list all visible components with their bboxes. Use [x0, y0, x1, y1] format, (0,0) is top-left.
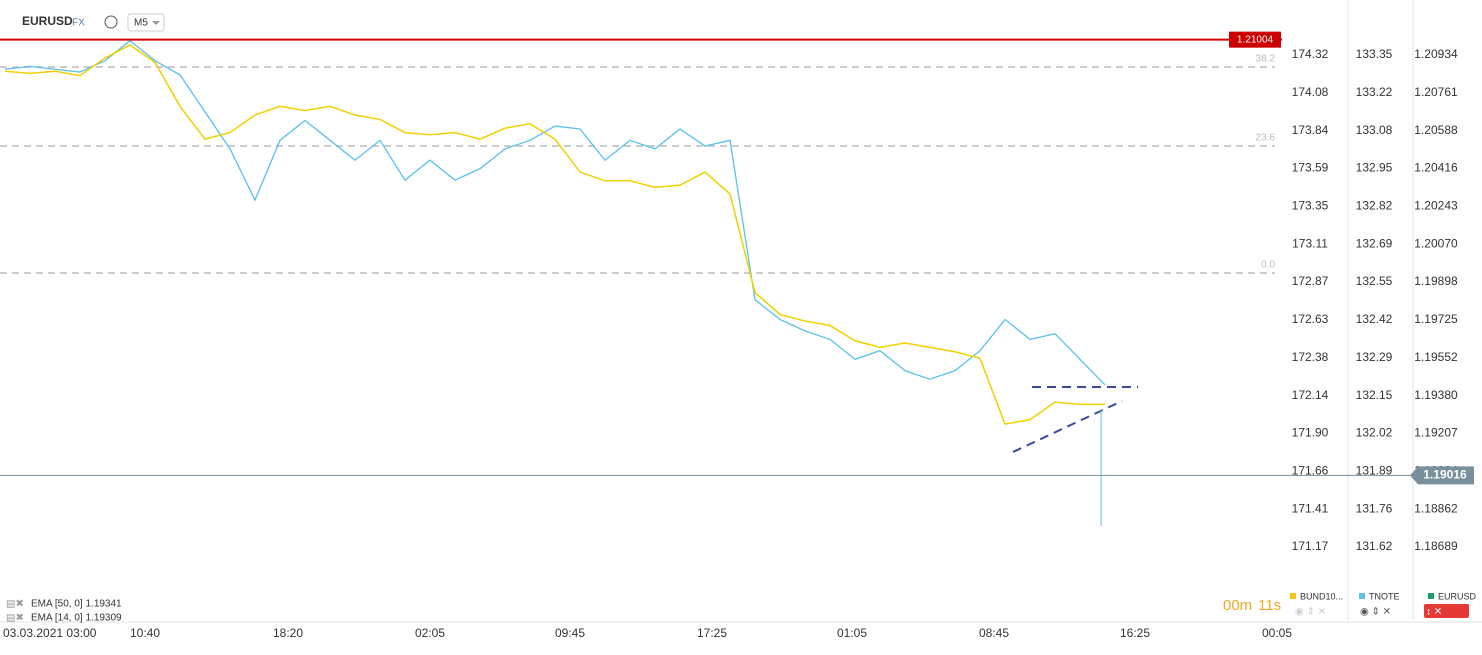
fib-lines [0, 66, 1275, 274]
symbol[interactable]: EURUSD [22, 14, 73, 28]
time-label: 09:45 [555, 626, 585, 640]
price-tick-label: 1.19207 [1414, 426, 1458, 440]
price-tick-label: 133.22 [1356, 85, 1393, 99]
price-tick-label: 1.20243 [1414, 199, 1458, 213]
price-tick-label: 132.82 [1356, 199, 1393, 213]
price-tick-label: 132.95 [1356, 161, 1393, 175]
price-tick-label: 131.76 [1356, 501, 1393, 515]
price-tick-label: 1.20761 [1414, 85, 1458, 99]
indicator: EMA [14, 0] 1.19309 [31, 613, 122, 624]
price-tick-label: 171.66 [1292, 463, 1329, 477]
countdown-seconds: 11s [1258, 597, 1281, 614]
price-tag [1229, 31, 1281, 48]
price-tick-label: 1.20934 [1414, 47, 1458, 61]
price-tick-label: 171.17 [1292, 539, 1329, 553]
price-line [4, 44, 1105, 425]
price-tick-label: 1.19380 [1414, 388, 1458, 402]
price-tick-label: 172.38 [1292, 350, 1329, 364]
indicator-icon[interactable]: ▤✖ [6, 613, 24, 624]
price-tag-label: 1.19016 [1423, 468, 1467, 482]
price-tick-label: 171.90 [1292, 426, 1329, 440]
time-label: 08:45 [979, 626, 1009, 640]
price-tick-label: 133.08 [1356, 123, 1393, 137]
price-tick-label: 132.55 [1356, 274, 1393, 288]
legend-label[interactable]: EURUSD [1438, 591, 1477, 601]
legend-label[interactable]: BUND10... [1300, 591, 1343, 601]
price-tick-label: 131.62 [1356, 539, 1393, 553]
legend-label[interactable]: TNOTE [1369, 591, 1400, 601]
legend-control[interactable]: ↕ ✕ [1426, 607, 1442, 618]
legend-control-bg [1424, 604, 1469, 618]
countdown-minutes: 00m [1223, 597, 1252, 614]
price-tick-label: 172.63 [1292, 312, 1329, 326]
price-tick-label: 173.35 [1292, 199, 1329, 213]
price-tick-label: 132.42 [1356, 312, 1393, 326]
price-tick-label: 1.20416 [1414, 161, 1458, 175]
price-tick-label: 174.32 [1292, 47, 1329, 61]
legend-swatch [1359, 593, 1365, 599]
price-tick-label: 132.15 [1356, 388, 1393, 402]
price-tick-label: 173.11 [1292, 236, 1328, 250]
price-tick-label: 1.19552 [1414, 350, 1458, 364]
legend-control[interactable]: ◉ ⇕ ✕ [1360, 607, 1391, 618]
time-label: 18:20 [273, 626, 303, 640]
triangle-drawing [1012, 386, 1138, 453]
price-tick-label: 1.18862 [1414, 501, 1458, 515]
trendline [1012, 400, 1123, 453]
time-label: 16:25 [1120, 626, 1150, 640]
price-tick-label: 174.08 [1292, 85, 1329, 99]
price-tick-label: 171.41 [1292, 501, 1329, 515]
price-tick-label: 1.19725 [1414, 312, 1458, 326]
price-tick-label: 133.35 [1356, 47, 1393, 61]
indicator-icon[interactable]: ▤✖ [6, 599, 24, 610]
price-tick-label: 1.20588 [1414, 123, 1458, 137]
fib-label: 38.2 [1256, 54, 1276, 65]
price-tick-label: 1.19898 [1414, 274, 1458, 288]
legend-swatch [1290, 593, 1296, 599]
price-line [4, 39, 1106, 386]
price-tag [1410, 466, 1474, 485]
market: FX [72, 18, 85, 29]
price-tick-label: 132.02 [1356, 426, 1393, 440]
legend-control[interactable]: ◉ ⇕ ✕ [1295, 607, 1326, 618]
indicator: EMA [50, 0] 1.19341 [31, 599, 122, 610]
fib-label: 23.6 [1256, 133, 1276, 144]
price-tick-label: 131.89 [1356, 463, 1393, 477]
legend-swatch [1428, 593, 1434, 599]
time-label: 17:25 [697, 626, 727, 640]
interval: M5 [134, 18, 148, 29]
interval-select[interactable] [127, 13, 165, 32]
price-tick-label: 172.14 [1292, 388, 1329, 402]
dropdown-arrow [152, 21, 160, 25]
price-tick-label: 173.84 [1292, 123, 1329, 137]
info-icon[interactable] [104, 15, 118, 29]
price-tick-label: 132.29 [1356, 350, 1393, 364]
time-label: 01:05 [837, 626, 867, 640]
time-label: 00:05 [1262, 626, 1292, 640]
time-label: 02:05 [415, 626, 445, 640]
price-tick-label: 172.87 [1292, 274, 1329, 288]
plot [4, 39, 1106, 425]
price-tag-label: 1.21004 [1237, 34, 1274, 45]
time-label: 03.03.2021 03:00 [3, 626, 97, 640]
price-tick-label: 1.18689 [1414, 539, 1458, 553]
price-tick-label: 132.69 [1356, 236, 1393, 250]
price-tick-label: 1.20070 [1414, 236, 1458, 250]
fib-label: 0.0 [1261, 260, 1275, 271]
price-tick-label: 173.59 [1292, 161, 1329, 175]
time-label: 10:40 [130, 626, 160, 640]
